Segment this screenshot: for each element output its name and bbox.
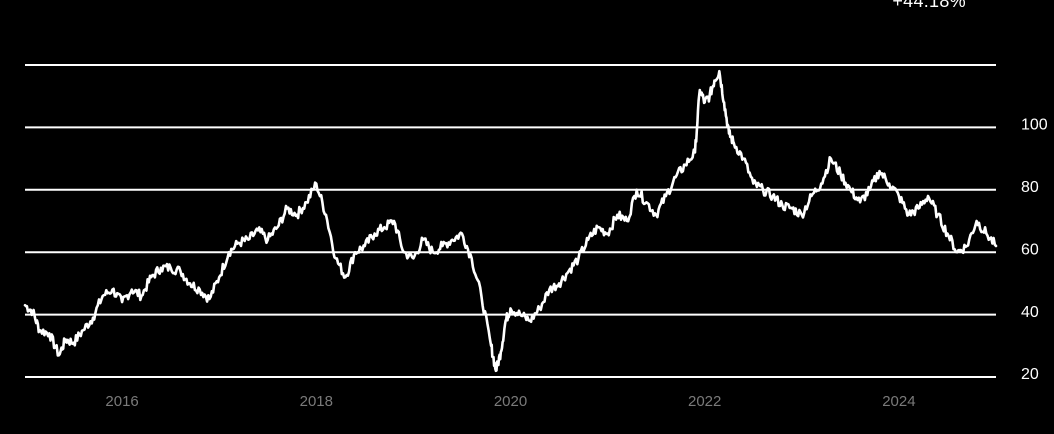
y-tick-label: 60 bbox=[1021, 241, 1039, 258]
series-line bbox=[23, 69, 998, 373]
x-tick-label: 2018 bbox=[300, 393, 333, 410]
x-tick-label: 2020 bbox=[494, 393, 527, 410]
series-group bbox=[23, 69, 998, 373]
change-percent-label: +44.18% bbox=[892, 0, 966, 11]
y-tick-label: 100 bbox=[1021, 117, 1048, 134]
x-tick-label: 2024 bbox=[882, 393, 915, 410]
y-tick-label: 20 bbox=[1021, 366, 1039, 383]
x-tick-label: 2016 bbox=[105, 393, 138, 410]
y-tick-label: 40 bbox=[1021, 304, 1039, 321]
x-axis-tick-labels: 2016 2018 2020 2022 2024 bbox=[105, 393, 915, 410]
y-tick-label: 80 bbox=[1021, 179, 1039, 196]
x-tick-label: 2022 bbox=[688, 393, 721, 410]
y-axis-tick-labels: 20 40 60 80 100 bbox=[1021, 117, 1048, 384]
grid-lines bbox=[25, 64, 996, 378]
